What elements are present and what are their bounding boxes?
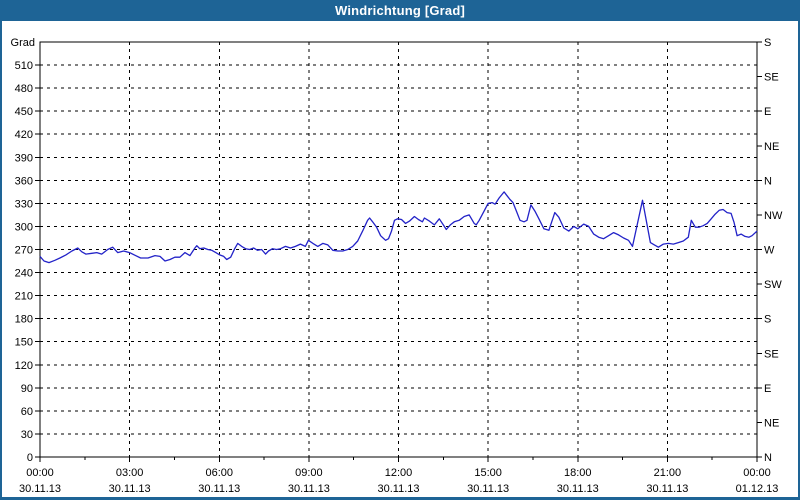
x-date-label: 30.11.13 [288, 483, 330, 495]
x-time-label: 12:00 [385, 467, 413, 479]
wind-direction-line [39, 191, 758, 264]
y-axis-title: Grad [11, 37, 35, 49]
y-left-tick-label: 330 [15, 198, 33, 210]
x-date-label: 30.11.13 [646, 483, 688, 495]
y-left-tick-label: 210 [15, 291, 33, 303]
x-date-label: 30.11.13 [198, 483, 240, 495]
y-left-tick-label: 30 [21, 429, 33, 441]
y-left-tick-label: 150 [15, 337, 33, 349]
x-date-label: 30.11.13 [557, 483, 599, 495]
y-right-compass-label: S [764, 37, 771, 49]
x-time-label: 06:00 [205, 467, 233, 479]
x-date-label: 30.11.13 [377, 483, 419, 495]
y-right-compass-label: S [764, 314, 771, 326]
y-right-compass-label: N [764, 175, 772, 187]
y-left-tick-label: 480 [15, 83, 33, 95]
window-title: Windrichtung [Grad] [334, 3, 466, 18]
y-left-tick-label: 510 [15, 60, 33, 72]
y-left-tick-label: 180 [15, 314, 33, 326]
y-right-compass-label: W [764, 245, 775, 257]
x-time-label: 00:00 [743, 467, 771, 479]
x-time-label: 03:00 [116, 467, 144, 479]
x-time-label: 21:00 [654, 467, 682, 479]
x-date-label: 01.12.13 [736, 483, 779, 495]
x-date-label: 30.11.13 [109, 483, 151, 495]
y-right-compass-label: NW [764, 210, 783, 222]
x-date-label: 30.11.13 [19, 483, 61, 495]
y-right-compass-label: SE [764, 72, 779, 84]
y-left-tick-label: 120 [15, 360, 33, 372]
y-left-tick-label: 420 [15, 129, 33, 141]
y-right-compass-label: SE [764, 348, 779, 360]
y-left-tick-label: 240 [15, 268, 33, 280]
window-titlebar: Windrichtung [Grad] [0, 0, 800, 21]
y-left-tick-label: 390 [15, 152, 33, 164]
y-right-compass-label: E [764, 383, 771, 395]
y-right-compass-label: E [764, 106, 771, 118]
y-right-compass-label: N [764, 452, 772, 464]
y-right-compass-label: SW [764, 279, 782, 291]
x-time-label: 00:00 [26, 467, 54, 479]
y-left-tick-label: 60 [21, 406, 33, 418]
y-left-tick-label: 450 [15, 106, 33, 118]
y-right-compass-label: NE [764, 141, 779, 153]
x-date-label: 30.11.13 [467, 483, 509, 495]
y-left-tick-label: 270 [15, 245, 33, 257]
y-left-tick-label: 360 [15, 175, 33, 187]
y-left-tick-label: 0 [27, 452, 33, 464]
y-left-tick-label: 300 [15, 221, 33, 233]
x-time-label: 09:00 [295, 467, 323, 479]
x-time-label: 18:00 [564, 467, 592, 479]
x-time-label: 15:00 [474, 467, 502, 479]
y-right-compass-label: NE [764, 417, 779, 429]
y-left-tick-label: 90 [21, 383, 33, 395]
